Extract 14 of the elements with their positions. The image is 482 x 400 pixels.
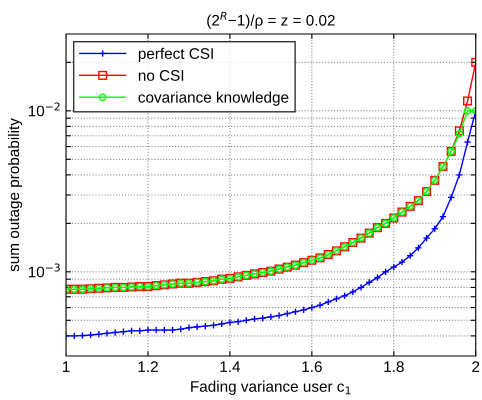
y-tick-label: 10$^{−2}$ [28, 102, 60, 116]
chart-title: (2$^{R}$−1)/ρ = z = 0.02 [207, 12, 335, 29]
legend-label: covariance knowledge [138, 92, 288, 106]
y-tick-label: 10$^{−3}$ [28, 263, 60, 278]
x-tick-label: 2 [472, 361, 480, 372]
x-tick-label: 1.2 [138, 361, 158, 372]
legend-label: no CSI [138, 70, 184, 81]
x-tick-label: 1 [62, 361, 70, 372]
x-tick-label: 1.4 [220, 361, 240, 372]
x-tick-label: 1.6 [302, 361, 322, 372]
x-axis-title: Fading variance user c$_{1}$ [191, 380, 350, 395]
legend-label: perfect CSI [138, 48, 213, 62]
x-tick-label: 1.8 [384, 361, 404, 372]
y-axis-title: sum outage probability [8, 118, 22, 272]
